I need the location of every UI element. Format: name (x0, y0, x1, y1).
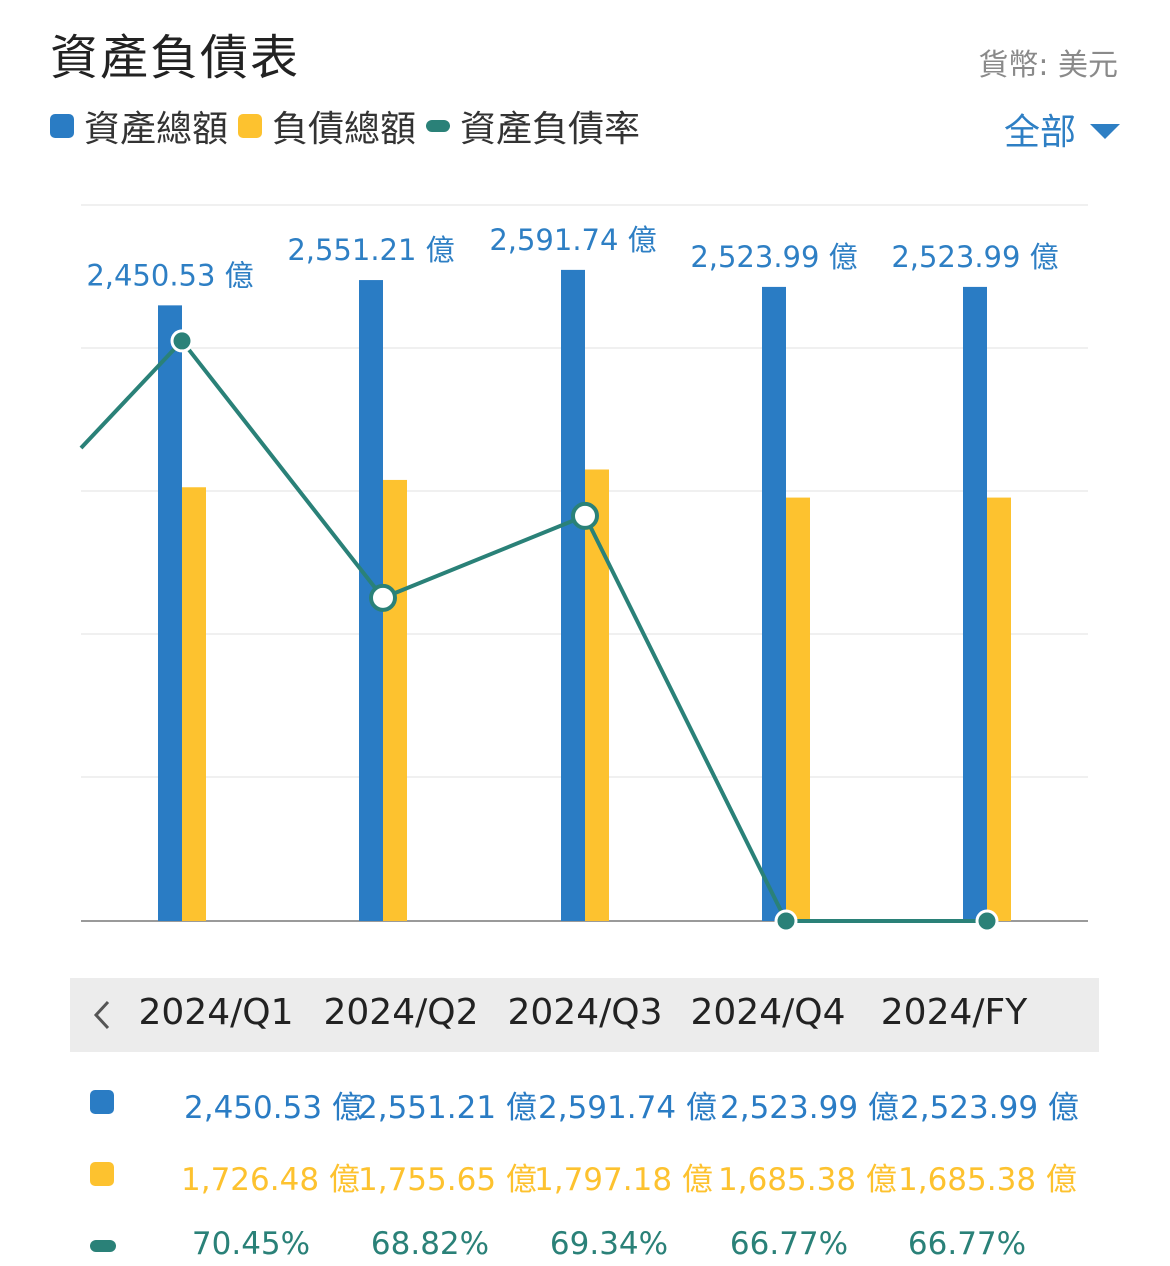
table-row-liabilities: 1,726.48 億 1,755.65 億 1,797.18 億 1,685.3… (0, 1154, 1170, 1198)
liabilities-value-q2: 1,755.65 億 (358, 1162, 537, 1198)
data-label-assets-3: 2,523.99 億 (690, 240, 857, 274)
liabilities-value-q4: 1,685.38 億 (718, 1162, 897, 1198)
liabilities-value-q1: 1,726.48 億 (181, 1162, 360, 1198)
page-title: 資產負債表 (50, 30, 301, 86)
chart-legend: 資產總額 負債總額 資產負債率 (50, 100, 650, 152)
bar-liabilities-4 (987, 497, 1011, 921)
ratio-value-q3: 69.34% (549, 1226, 669, 1262)
bar-liabilities-1 (383, 479, 407, 921)
liabilities-square-icon (90, 1162, 114, 1186)
chart-data-labels: 2,450.53 億 2,551.21 億 2,591.74 億 2,523.99 億… (86, 223, 1058, 292)
assets-swatch-icon (50, 114, 74, 138)
liabilities-swatch-icon (238, 114, 263, 138)
bar-liabilities-2 (585, 469, 609, 921)
ratio-value-q1: 70.45% (191, 1226, 311, 1262)
legend-item-ratio[interactable]: 資產負債率 (426, 100, 640, 152)
data-label-assets-1: 2,551.21 億 (287, 233, 454, 267)
period-filter-label: 全部 (1003, 112, 1076, 153)
period-tab-q1[interactable]: 2024/Q1 (138, 992, 294, 1033)
legend-item-liabilities[interactable]: 負債總額 (238, 100, 416, 152)
assets-value-fy: 2,523.99 億 (900, 1090, 1079, 1126)
assets-square-icon (90, 1090, 114, 1114)
liabilities-value-q3: 1,797.18 億 (534, 1162, 713, 1198)
period-tab-q4[interactable]: 2024/Q4 (690, 992, 846, 1033)
assets-value-q2: 2,551.21 億 (358, 1090, 537, 1126)
period-selector: 2024/Q1 2024/Q2 2024/Q3 2024/Q4 2024/FY (70, 978, 1099, 1052)
data-label-assets-2: 2,591.74 億 (489, 223, 656, 257)
ratio-value-q4: 66.77% (729, 1226, 849, 1262)
period-filter-dropdown[interactable]: 全部 (1004, 103, 1120, 155)
ratio-line-path (79, 338, 987, 923)
data-label-assets-0: 2,450.53 億 (86, 258, 253, 292)
data-label-assets-4: 2,523.99 億 (891, 240, 1058, 274)
ratio-value-fy: 66.77% (907, 1226, 1027, 1262)
period-tab-fy[interactable]: 2024/FY (880, 992, 1028, 1033)
legend-item-assets[interactable]: 資產總額 (50, 100, 228, 152)
ratio-line-icon (90, 1240, 116, 1252)
legend-label-assets: 資產總額 (84, 109, 229, 150)
table-row-assets: 2,450.53 億 2,551.21 億 2,591.74 億 2,523.9… (0, 1082, 1170, 1126)
ratio-value-q2: 68.82% (370, 1226, 490, 1262)
legend-label-liabilities: 負債總額 (272, 109, 417, 150)
ratio-swatch-icon (426, 120, 451, 132)
period-tab-q2[interactable]: 2024/Q2 (323, 992, 479, 1033)
assets-value-q3: 2,591.74 億 (538, 1090, 717, 1126)
ratio-point-3 (774, 909, 798, 933)
bar-liabilities-3 (786, 497, 810, 921)
caret-down-icon (1090, 123, 1120, 139)
currency-label: 貨幣: 美元 (978, 48, 1118, 83)
balance-sheet-chart: 2,450.53 億 2,551.21 億 2,591.74 億 2,523.99 億… (79, 204, 1088, 933)
bar-liabilities-0 (182, 487, 206, 921)
ratio-point-4 (975, 909, 999, 933)
bar-assets-4 (963, 286, 987, 922)
ratio-point-1 (369, 583, 397, 612)
chart-bars (158, 269, 1011, 922)
chevron-left-icon[interactable] (88, 990, 118, 1040)
ratio-point-2 (571, 501, 599, 530)
period-tab-q3[interactable]: 2024/Q3 (507, 992, 663, 1033)
ratio-point-0 (170, 329, 194, 353)
liabilities-value-fy: 1,685.38 億 (898, 1162, 1077, 1198)
legend-label-ratio: 資產負債率 (460, 109, 641, 150)
chart-ratio-line (79, 329, 999, 933)
bar-assets-0 (158, 305, 182, 921)
assets-value-q4: 2,523.99 億 (720, 1090, 899, 1126)
table-row-ratio: 70.45% 68.82% 69.34% 66.77% 66.77% (0, 1226, 1170, 1266)
bar-assets-2 (561, 269, 585, 921)
assets-value-q1: 2,450.53 億 (184, 1090, 363, 1126)
bar-assets-3 (762, 286, 786, 922)
